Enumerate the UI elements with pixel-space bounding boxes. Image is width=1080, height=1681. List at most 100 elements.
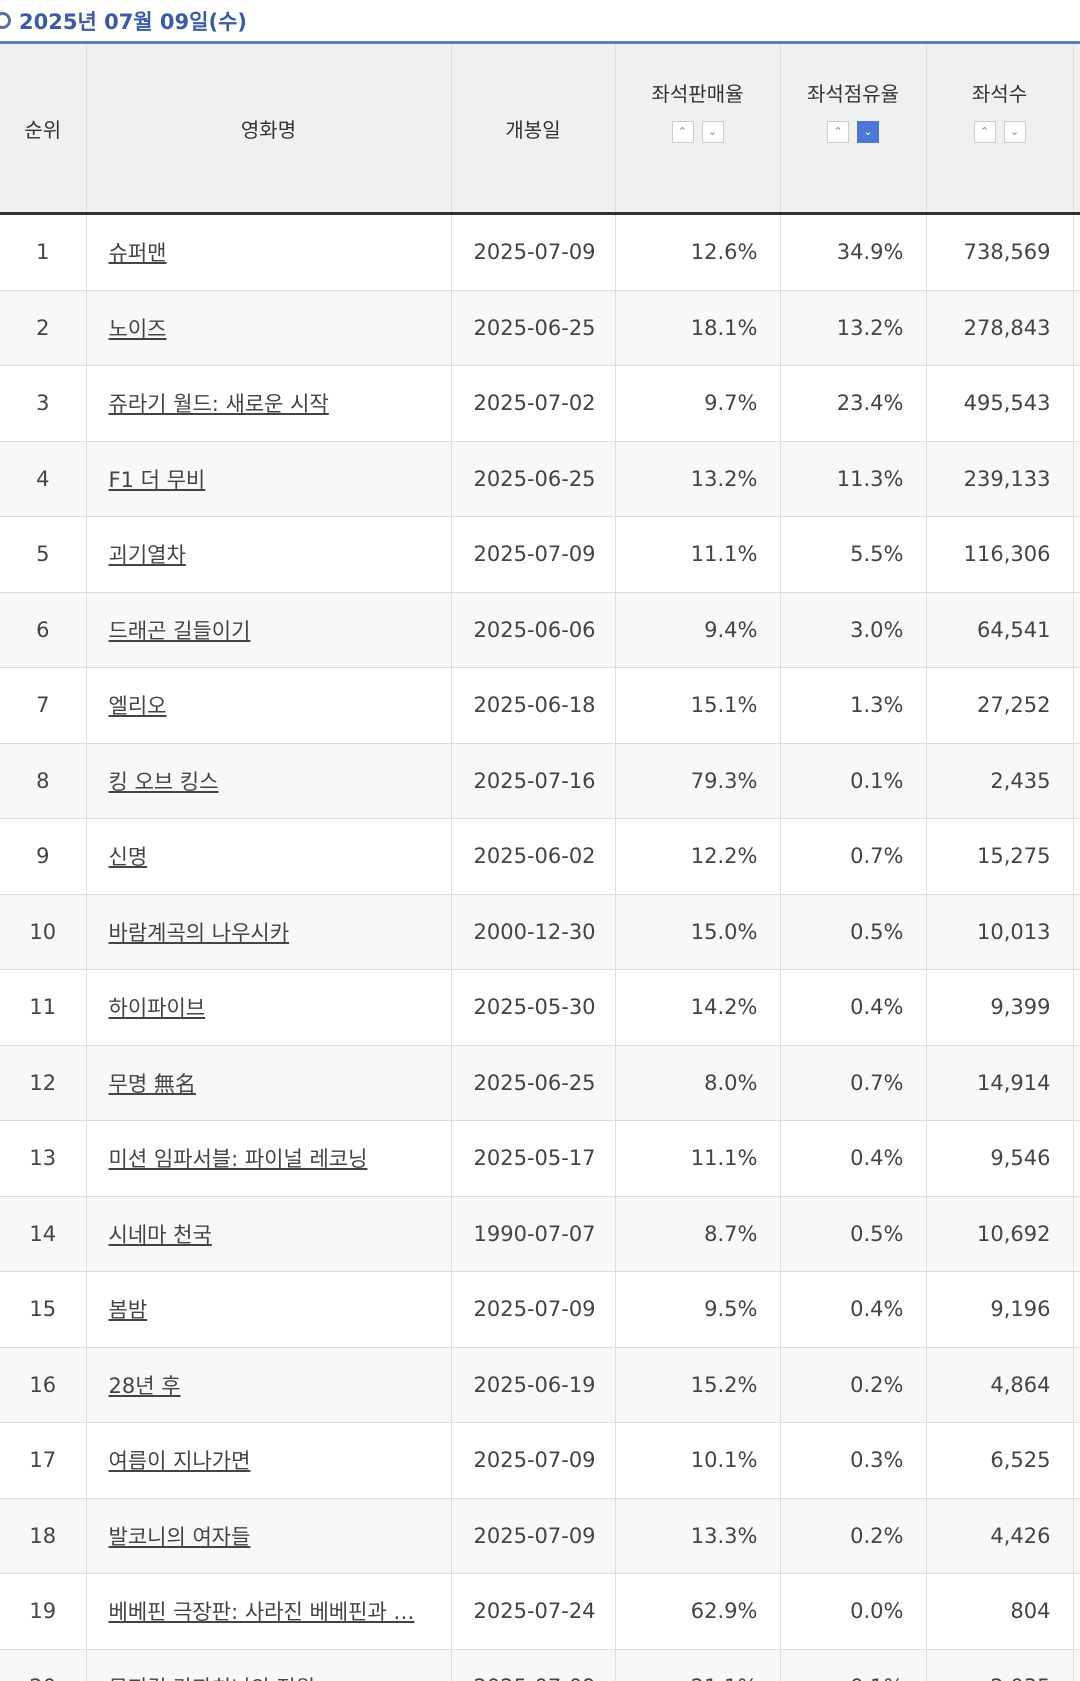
cell-text: 23.4% bbox=[836, 391, 904, 416]
sort-asc[interactable]: ⌃ bbox=[827, 121, 849, 143]
movie-link[interactable]: 봄밤 bbox=[108, 1298, 148, 1323]
movie-link[interactable]: 발코니의 여자들 bbox=[108, 1524, 251, 1549]
cell: 발코니의 여자들 bbox=[86, 1498, 452, 1574]
cell-edge bbox=[1073, 365, 1080, 442]
cell: 14 bbox=[0, 1196, 87, 1272]
movie-link[interactable]: 베베핀 극장판: 사라진 베베핀과 … bbox=[108, 1600, 415, 1625]
cell: 2025-07-16 bbox=[451, 743, 616, 819]
cell-text: 14 bbox=[29, 1221, 57, 1246]
cell-edge bbox=[1073, 1573, 1080, 1650]
cell: 20 bbox=[0, 1649, 87, 1681]
movie-link[interactable]: 괴기열차 bbox=[108, 543, 186, 568]
cell-edge bbox=[1073, 516, 1080, 593]
cell-text: 8.7% bbox=[704, 1221, 758, 1246]
table-row: 18 발코니의 여자들 2025-07-09 13.3% 0.2% 4,426 bbox=[0, 1498, 1080, 1574]
cell-edge bbox=[1073, 743, 1080, 819]
cell-text: 16 bbox=[29, 1372, 57, 1397]
movie-link[interactable]: 미션 임파서블: 파이널 레코닝 bbox=[108, 1147, 368, 1172]
cell-edge bbox=[1073, 1196, 1080, 1272]
movie-link[interactable]: 슈퍼맨 bbox=[108, 241, 167, 266]
sort-desc[interactable]: ⌄ bbox=[701, 121, 724, 143]
cell-text: 0.1% bbox=[850, 768, 904, 793]
cell-text: 2025-06-25 bbox=[473, 1070, 596, 1095]
cell: 2025-06-06 bbox=[451, 592, 616, 668]
cell: 16 bbox=[0, 1347, 87, 1423]
movie-link[interactable]: 킹 오브 킹스 bbox=[108, 769, 219, 794]
cell-text: 2025-07-09 bbox=[473, 542, 596, 567]
cell: 9 bbox=[0, 818, 87, 895]
cell: 9.4% bbox=[615, 592, 781, 668]
cell-text: 1990-07-07 bbox=[473, 1221, 596, 1246]
cell-text: 0.2% bbox=[850, 1523, 904, 1548]
cell-edge bbox=[1073, 1422, 1080, 1499]
cell: 2025-05-30 bbox=[451, 969, 616, 1046]
sort-buttons: ⌃ ⌄ bbox=[928, 121, 1072, 143]
cell-text: 64,541 bbox=[977, 617, 1051, 642]
movie-link[interactable]: 노이즈 bbox=[108, 316, 167, 341]
cell: 2025-07-09 bbox=[451, 213, 616, 291]
cell: 9,546 bbox=[926, 1120, 1074, 1197]
cell-text: 10 bbox=[29, 919, 57, 944]
movie-link[interactable]: 무명 無名 bbox=[108, 1071, 196, 1096]
movie-link[interactable]: 시네마 천국 bbox=[108, 1222, 212, 1247]
cell: 0.3% bbox=[780, 1422, 927, 1499]
cell: 11.1% bbox=[615, 1120, 781, 1197]
movie-link[interactable]: 하이파이브 bbox=[108, 996, 206, 1021]
table-row: 19 베베핀 극장판: 사라진 베베핀과 … 2025-07-24 62.9% 0.0%… bbox=[0, 1573, 1080, 1650]
cell: 5 bbox=[0, 516, 87, 593]
cell-text: 9,196 bbox=[990, 1297, 1051, 1322]
sort-asc[interactable]: ⌃ bbox=[973, 121, 996, 143]
cell-text: 0.3% bbox=[850, 1448, 904, 1473]
cell: 15.0% bbox=[615, 894, 781, 970]
column-header[interactable]: 좌석점유율 ⌃ ⌄ bbox=[780, 44, 927, 215]
cell-edge bbox=[1073, 1045, 1080, 1121]
cell-text: 0.7% bbox=[850, 1070, 904, 1095]
movie-link[interactable]: 바람계곡의 나우시카 bbox=[108, 920, 290, 945]
cell: 12.2% bbox=[615, 818, 781, 895]
cell: 34.9% bbox=[780, 213, 927, 291]
cell: 여름이 지나가면 bbox=[86, 1422, 452, 1499]
cell: 1.3% bbox=[780, 667, 927, 744]
movie-link[interactable]: 28년 후 bbox=[108, 1373, 181, 1398]
cell: 804 bbox=[926, 1573, 1074, 1650]
cell: 2025-06-25 bbox=[451, 290, 616, 366]
cell-text: 6 bbox=[36, 617, 50, 642]
cell-edge bbox=[1073, 1271, 1080, 1348]
cell-text: 3.0% bbox=[850, 617, 904, 642]
cell: 0.7% bbox=[780, 1045, 927, 1121]
cell: 9.5% bbox=[615, 1271, 781, 1348]
column-header: 순위 bbox=[0, 44, 87, 215]
cell: 11.1% bbox=[615, 516, 781, 593]
cell: 2025-07-09 bbox=[451, 1649, 616, 1681]
cell-text: 2025-07-09 bbox=[473, 1523, 596, 1548]
movie-link[interactable]: 엘리오 bbox=[108, 694, 167, 719]
cell-edge bbox=[1073, 969, 1080, 1046]
movie-link[interactable]: 여름이 지나가면 bbox=[108, 1449, 251, 1474]
sort-desc[interactable]: ⌄ bbox=[857, 121, 879, 143]
sort-asc[interactable]: ⌃ bbox=[671, 121, 694, 143]
cell-edge bbox=[1073, 441, 1080, 517]
cell: 1 bbox=[0, 213, 87, 291]
cell: 엘리오 bbox=[86, 667, 452, 744]
cell: 시네마 천국 bbox=[86, 1196, 452, 1272]
movie-link[interactable]: 드래곤 길들이기 bbox=[108, 618, 251, 643]
cell-text: 8.0% bbox=[704, 1070, 758, 1095]
movie-link[interactable]: 뮤지컬 라파치니의 정원 bbox=[109, 1676, 316, 1681]
cell-text: 2025-07-09 bbox=[474, 1675, 596, 1681]
movie-link[interactable]: 신명 bbox=[108, 845, 148, 870]
cell: 10 bbox=[0, 894, 87, 970]
movie-link[interactable]: 쥬라기 월드: 새로운 시작 bbox=[108, 392, 329, 417]
cell-text: 1.3% bbox=[850, 693, 904, 718]
cell: 0.5% bbox=[780, 894, 927, 970]
cell-text: 3 bbox=[36, 391, 50, 416]
cell-text: 2025-07-09 bbox=[473, 1448, 596, 1473]
cell-text: 2025-06-19 bbox=[473, 1372, 596, 1397]
cell-text: 2025-07-09 bbox=[473, 1297, 596, 1322]
cell: 6 bbox=[0, 592, 87, 668]
sort-desc[interactable]: ⌄ bbox=[1003, 121, 1026, 143]
movie-link[interactable]: F1 더 무비 bbox=[108, 467, 206, 492]
cell: 116,306 bbox=[926, 516, 1074, 593]
cell: 2 bbox=[0, 290, 87, 366]
column-header[interactable]: 좌석수 ⌃ ⌄ bbox=[926, 44, 1074, 215]
column-header[interactable]: 좌석판매율 ⌃ ⌄ bbox=[615, 44, 781, 215]
